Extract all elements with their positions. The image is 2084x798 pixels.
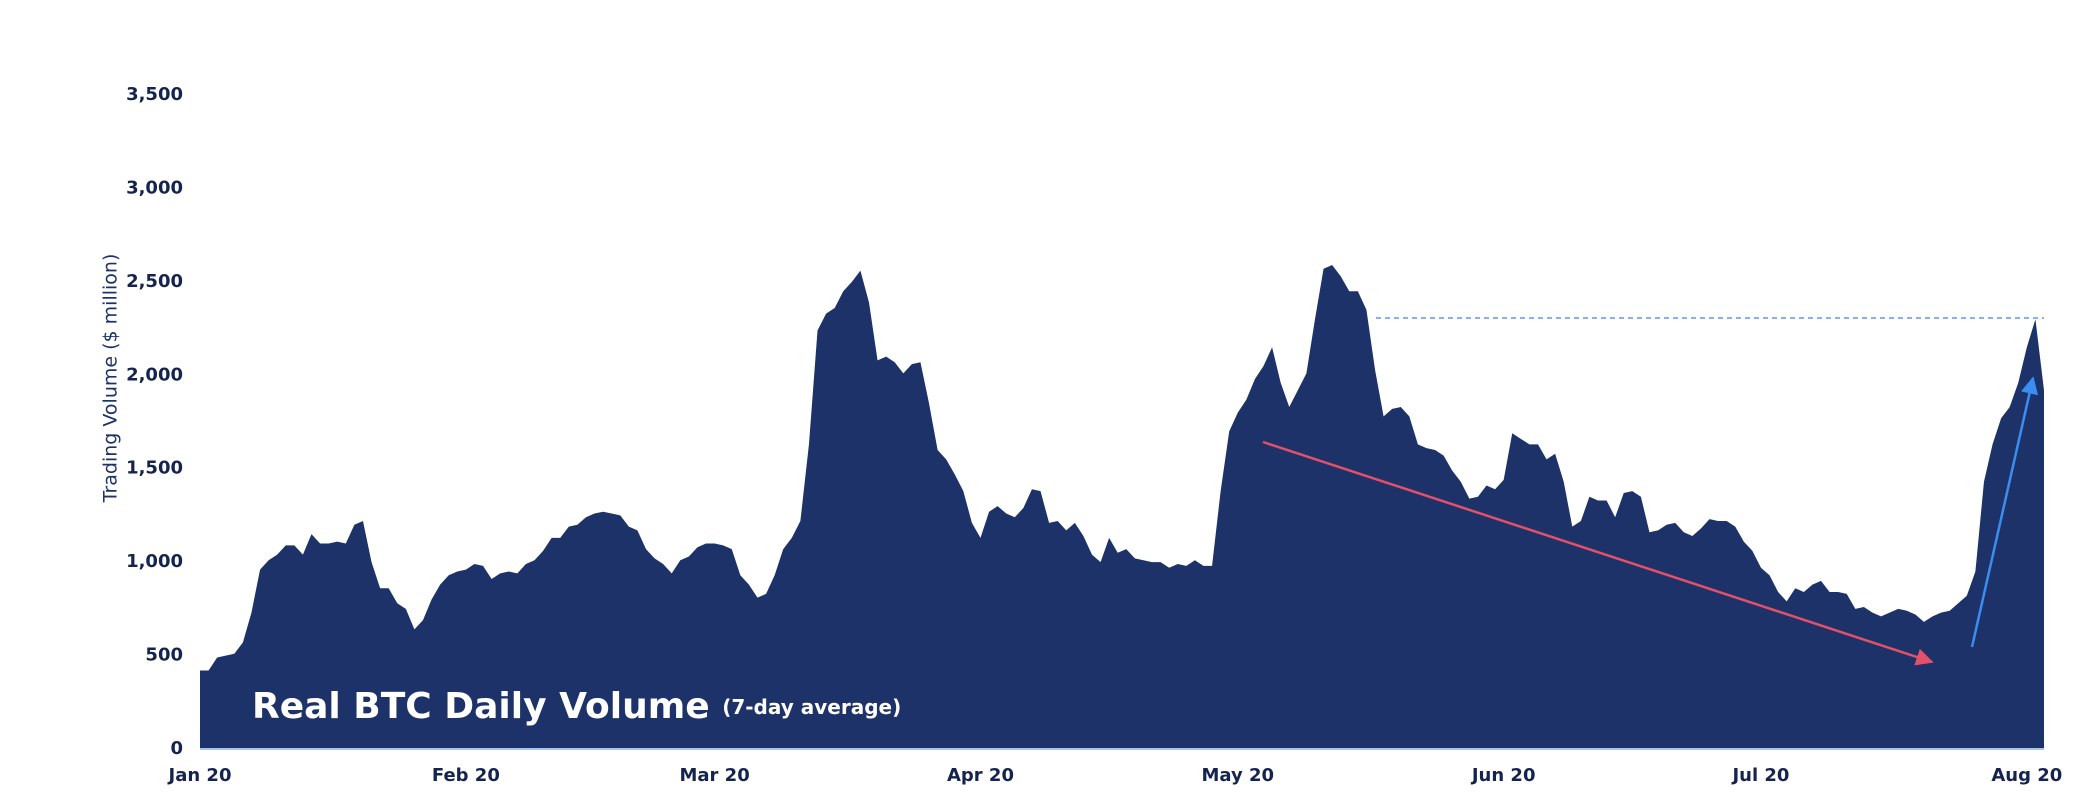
x-tick-label: May 20	[1202, 765, 1275, 786]
x-tick-label: Apr 20	[947, 765, 1014, 786]
x-tick-label: Mar 20	[679, 765, 749, 786]
y-tick-label: 500	[145, 645, 183, 666]
x-tick-label: Jun 20	[1470, 765, 1536, 786]
trend-arrow	[1262, 440, 1934, 666]
y-tick-label: 2,000	[126, 364, 183, 385]
y-tick-label: 3,500	[126, 84, 183, 105]
y-tick-label: 1,000	[126, 551, 183, 572]
plot-area	[200, 265, 2044, 749]
y-tick-label: 3,000	[126, 177, 183, 198]
chart-title: Real BTC Daily Volume (7-day average)	[252, 686, 901, 727]
x-tick-label: Jan 20	[167, 765, 232, 786]
subtitle-text: (7-day average)	[722, 695, 901, 719]
y-tick-label: 1,500	[126, 458, 183, 479]
y-tick-label: 0	[170, 738, 183, 759]
y-axis-label: Trading Volume ($ million)	[100, 254, 122, 504]
x-tick-label: Feb 20	[432, 765, 500, 786]
y-tick-label: 2,500	[126, 271, 183, 292]
trend-arrow	[1970, 376, 2039, 648]
title-text: Real BTC Daily Volume	[252, 686, 710, 727]
x-tick-label: Jul 20	[1730, 765, 1789, 786]
x-tick-label: Aug 20	[1991, 765, 2062, 786]
area	[200, 265, 2044, 749]
